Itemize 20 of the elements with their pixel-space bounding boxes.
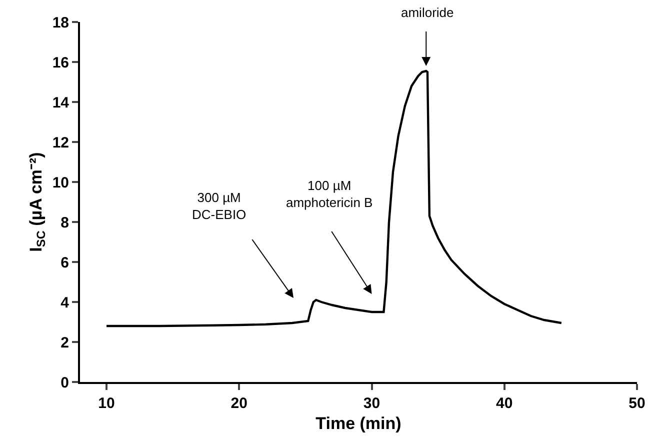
y-tick-label: 14 bbox=[52, 94, 70, 112]
y-tick-label: 16 bbox=[52, 54, 69, 72]
y-tick-label: 12 bbox=[52, 134, 69, 152]
x-tick-label: 50 bbox=[628, 395, 646, 412]
x-tick-label: 30 bbox=[363, 395, 380, 412]
x-tick-label: 10 bbox=[98, 395, 115, 412]
x-tick-label: 20 bbox=[230, 395, 248, 412]
text: amiloride bbox=[401, 5, 454, 20]
y-tick-label: 10 bbox=[52, 174, 69, 192]
annotation: 300 µM DC-EBIO bbox=[192, 190, 246, 222]
x-tick-label: 40 bbox=[496, 395, 513, 412]
x-axis-title: Time (min) bbox=[316, 414, 402, 433]
annotation: 100 µM amphotericin B bbox=[286, 178, 373, 210]
y-tick-label: 4 bbox=[60, 294, 70, 312]
y-tick-label: 6 bbox=[60, 254, 69, 272]
y-tick-label: 0 bbox=[60, 374, 69, 392]
y-tick-label: 18 bbox=[52, 14, 69, 32]
y-tick-label: 8 bbox=[60, 214, 69, 232]
y-tick-label: 2 bbox=[60, 334, 69, 352]
line-series bbox=[105, 70, 563, 328]
